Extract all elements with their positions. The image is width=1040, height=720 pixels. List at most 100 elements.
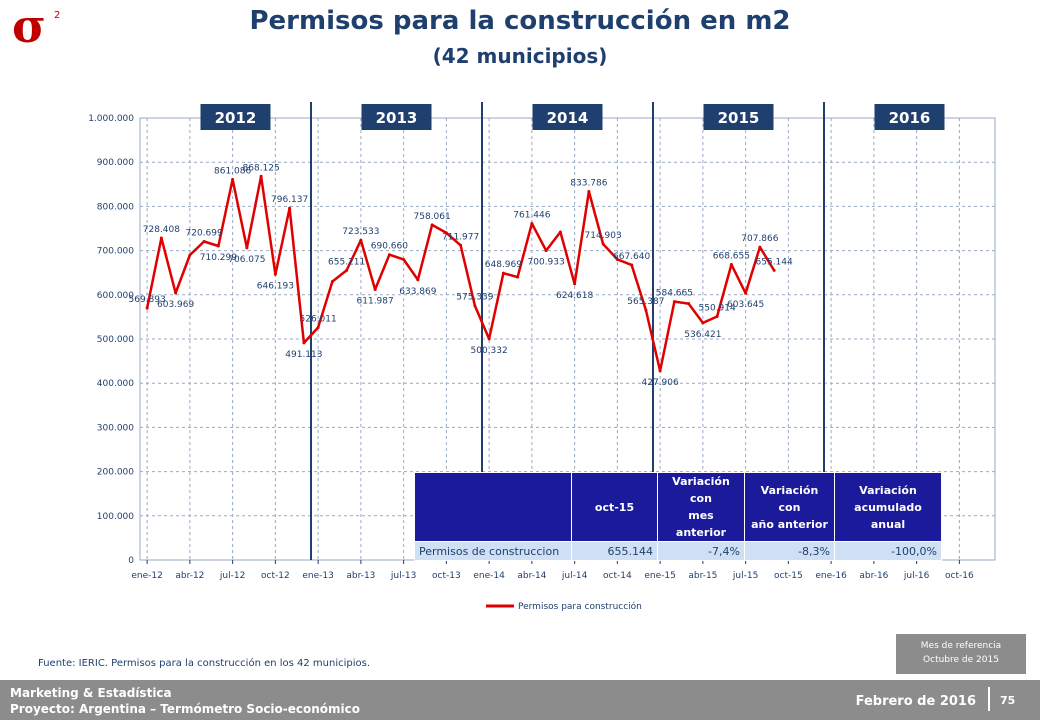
data-point	[672, 300, 676, 304]
data-label: 728.408	[143, 225, 180, 235]
table-header-month: oct-15	[571, 472, 658, 542]
table-cell-prev-month: -7,4%	[657, 541, 745, 561]
data-point	[387, 253, 391, 257]
year-box	[361, 104, 432, 130]
data-point	[316, 326, 320, 330]
footer-bar: Marketing & Estadística Proyecto: Argent…	[0, 680, 1040, 720]
x-tick-label: jul-12	[219, 571, 245, 581]
page-number: 75	[1000, 694, 1016, 707]
data-point	[373, 288, 377, 292]
x-tick-label: ene-14	[473, 571, 505, 581]
reference-box: Mes de referencia Octubre de 2015	[896, 634, 1026, 674]
x-tick-label: abr-12	[175, 571, 204, 581]
data-point	[330, 280, 334, 284]
y-tick-label: 200.000	[97, 468, 134, 478]
data-point	[345, 268, 349, 272]
data-point	[587, 189, 591, 193]
x-tick-label: oct-16	[945, 571, 974, 581]
data-label: 711.977	[442, 232, 479, 242]
x-tick-label: abr-14	[517, 571, 546, 581]
y-tick-label: 100.000	[97, 512, 134, 522]
year-box	[703, 104, 774, 130]
data-point	[259, 174, 263, 178]
data-point	[715, 314, 719, 318]
data-point	[145, 306, 149, 310]
x-tick-label: ene-12	[131, 571, 162, 581]
y-tick-label: 1.000.000	[88, 114, 134, 124]
data-label: 714.903	[585, 231, 622, 241]
table-header-ytd: Variación acumulado anual	[834, 472, 942, 542]
data-label: 646.193	[257, 281, 294, 291]
data-point	[174, 291, 178, 295]
data-point	[644, 308, 648, 312]
footer-department: Marketing & Estadística	[10, 686, 172, 700]
x-tick-label: abr-13	[346, 571, 375, 581]
data-label: 536.421	[684, 330, 721, 340]
y-tick-label: 0	[128, 556, 134, 566]
data-label: 550.914	[699, 303, 736, 313]
data-label: 500.332	[471, 346, 508, 356]
data-point	[416, 278, 420, 282]
reference-line2: Octubre de 2015	[923, 655, 999, 665]
data-label: 710.299	[200, 253, 237, 263]
x-tick-label: oct-12	[261, 571, 290, 581]
x-tick-label: jul-15	[732, 571, 758, 581]
data-point	[687, 302, 691, 306]
sigma-logo: σ 2	[12, 4, 60, 48]
data-label: 690.660	[371, 242, 408, 252]
data-point	[601, 242, 605, 246]
data-label: 667.640	[613, 252, 650, 262]
table-corner	[414, 472, 572, 542]
summary-table: oct-15 Variación con mes anterior Variac…	[414, 472, 942, 561]
data-point	[288, 206, 292, 210]
line-chart: 0 100.000 200.000 300.000 400.000 500.000 600.…	[88, 102, 996, 612]
data-point	[658, 369, 662, 373]
data-point	[202, 239, 206, 243]
table-header-prev-year: Variación con año anterior	[744, 472, 835, 542]
x-tick-label: oct-15	[774, 571, 803, 581]
data-point	[231, 177, 235, 181]
data-label: 575.339	[456, 293, 493, 303]
data-point	[273, 272, 277, 276]
y-tick-label: 900.000	[97, 158, 134, 168]
year-label: 2012	[215, 109, 257, 127]
x-tick-label: ene-15	[644, 571, 675, 581]
footer-date: Febrero de 2016	[855, 694, 976, 709]
data-label: 720.699	[186, 228, 223, 238]
data-point	[459, 243, 463, 247]
y-tick-label: 500.000	[97, 335, 134, 345]
data-label: 624.618	[556, 291, 593, 301]
data-point	[245, 246, 249, 250]
data-point	[159, 236, 163, 240]
data-label: 427.906	[642, 378, 679, 388]
logo-superscript: 2	[54, 10, 60, 21]
data-label: 584.665	[656, 289, 693, 299]
data-label: 655.211	[328, 257, 365, 267]
data-point	[487, 337, 491, 341]
data-point	[359, 238, 363, 242]
x-tick-label: oct-14	[603, 571, 632, 581]
x-tick-label: oct-13	[432, 571, 461, 581]
data-point	[758, 245, 762, 249]
data-point	[558, 230, 562, 234]
data-point	[516, 275, 520, 279]
year-box	[200, 104, 271, 130]
x-tick-label: ene-16	[815, 571, 847, 581]
data-label: 565.387	[627, 297, 664, 307]
data-label: 723.533	[342, 227, 379, 237]
data-label: 603.645	[727, 300, 764, 310]
data-label: 569.893	[129, 295, 166, 305]
data-point	[444, 231, 448, 235]
page-title: Permisos para la construcción en m2	[249, 6, 791, 36]
y-tick-label: 800.000	[97, 202, 134, 212]
data-point	[430, 223, 434, 227]
year-label: 2013	[376, 109, 418, 127]
source-note: Fuente: IERIC. Permisos para la construc…	[38, 658, 371, 669]
year-label: 2016	[889, 109, 931, 127]
table-cell-prev-year: -8,3%	[744, 541, 835, 561]
y-tick-label: 300.000	[97, 423, 134, 433]
data-label: 707.866	[741, 234, 778, 244]
data-point	[402, 257, 406, 261]
data-point	[473, 304, 477, 308]
data-point	[729, 262, 733, 266]
